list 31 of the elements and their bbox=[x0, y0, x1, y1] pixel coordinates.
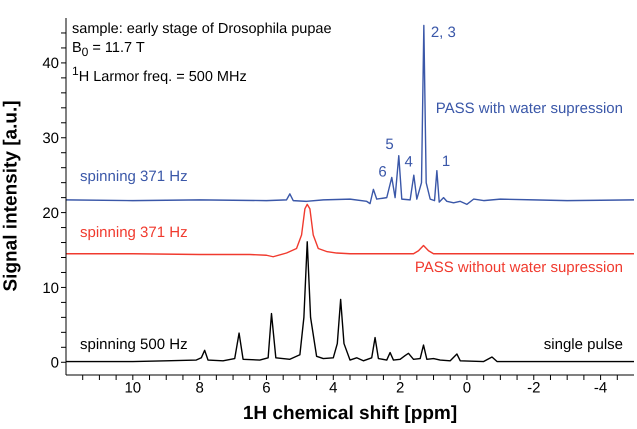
annotation: spinning 500 Hz bbox=[80, 336, 188, 353]
y-tick-label: 20 bbox=[42, 204, 59, 222]
annotation: spinning 371 Hz bbox=[80, 224, 188, 241]
annotation: PASS without water supression bbox=[414, 259, 623, 276]
x-tick-label: 2 bbox=[396, 380, 404, 397]
x-tick-label: -4 bbox=[594, 380, 608, 397]
annotation: $^{1}$H Larmor freq. = 500 MHz bbox=[72, 62, 248, 87]
annotation: 1 bbox=[442, 153, 450, 170]
x-tick-label: 10 bbox=[124, 380, 142, 397]
annotation: PASS with water supression bbox=[436, 100, 623, 117]
annotation: 2, 3 bbox=[430, 24, 456, 41]
line-series bbox=[66, 204, 634, 258]
y-tick-label: 10 bbox=[42, 280, 59, 297]
annotation: spinning 371 Hz bbox=[80, 168, 188, 185]
annotation: 6 bbox=[378, 164, 387, 181]
y-tick-label: 40 bbox=[42, 55, 59, 72]
annotation: 5 bbox=[385, 136, 394, 154]
annotation: 4 bbox=[404, 153, 413, 170]
y-tick-label: 30 bbox=[42, 130, 59, 148]
annotation: sample: early stage of Drosophila pupae bbox=[72, 20, 332, 39]
x-axis-title: 1H chemical shift [ppm] bbox=[242, 403, 458, 424]
x-tick-label: 8 bbox=[195, 380, 204, 397]
y-axis-title: Signal intensity [a.u.] bbox=[0, 100, 22, 292]
annotation: B$_{0}$ = 11.7 T bbox=[72, 39, 146, 61]
x-tick-label: -2 bbox=[527, 380, 540, 397]
x-tick-label: 4 bbox=[329, 380, 338, 397]
y-tick-label: 0 bbox=[50, 354, 59, 372]
x-tick-label: 0 bbox=[462, 380, 472, 397]
line-series bbox=[66, 24, 634, 206]
x-tick-label: 6 bbox=[262, 380, 271, 397]
annotation: single pulse bbox=[544, 336, 623, 353]
